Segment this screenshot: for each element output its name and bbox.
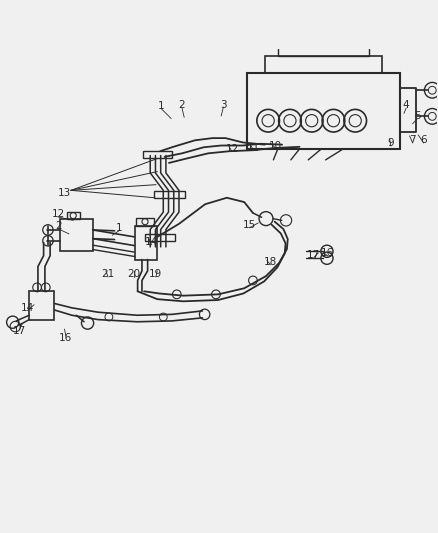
Text: 14: 14 xyxy=(21,303,34,313)
Text: 7: 7 xyxy=(410,135,416,146)
Bar xyxy=(278,47,369,56)
Text: 15: 15 xyxy=(243,220,256,230)
Text: 19: 19 xyxy=(149,269,162,279)
Text: 10: 10 xyxy=(269,141,282,150)
Text: 3: 3 xyxy=(220,100,226,110)
Text: 1: 1 xyxy=(158,101,165,111)
Text: 4: 4 xyxy=(403,100,410,110)
Text: 12: 12 xyxy=(226,144,239,154)
Text: 2: 2 xyxy=(179,100,185,110)
Bar xyxy=(154,191,185,198)
Text: 14: 14 xyxy=(145,237,158,247)
Text: 11: 11 xyxy=(247,143,261,153)
Text: 13: 13 xyxy=(58,188,71,198)
Bar xyxy=(67,212,80,220)
Text: 20: 20 xyxy=(127,269,141,279)
Text: 1: 1 xyxy=(116,223,122,233)
Text: 12: 12 xyxy=(51,209,64,219)
Bar xyxy=(134,225,157,260)
Text: 16: 16 xyxy=(321,248,335,259)
Bar xyxy=(145,235,175,241)
Text: 16: 16 xyxy=(59,333,72,343)
Bar xyxy=(265,56,382,73)
Bar xyxy=(60,220,93,251)
Text: 17: 17 xyxy=(13,326,26,336)
Text: 2: 2 xyxy=(56,221,62,231)
Text: 6: 6 xyxy=(420,135,427,146)
Bar xyxy=(247,73,399,149)
Text: 9: 9 xyxy=(388,139,394,148)
Bar xyxy=(29,292,54,320)
Bar xyxy=(136,218,154,225)
Text: 17: 17 xyxy=(307,250,321,260)
Text: 18: 18 xyxy=(264,257,277,267)
Text: 21: 21 xyxy=(101,269,115,279)
Text: 5: 5 xyxy=(414,111,420,122)
Bar xyxy=(143,151,173,158)
